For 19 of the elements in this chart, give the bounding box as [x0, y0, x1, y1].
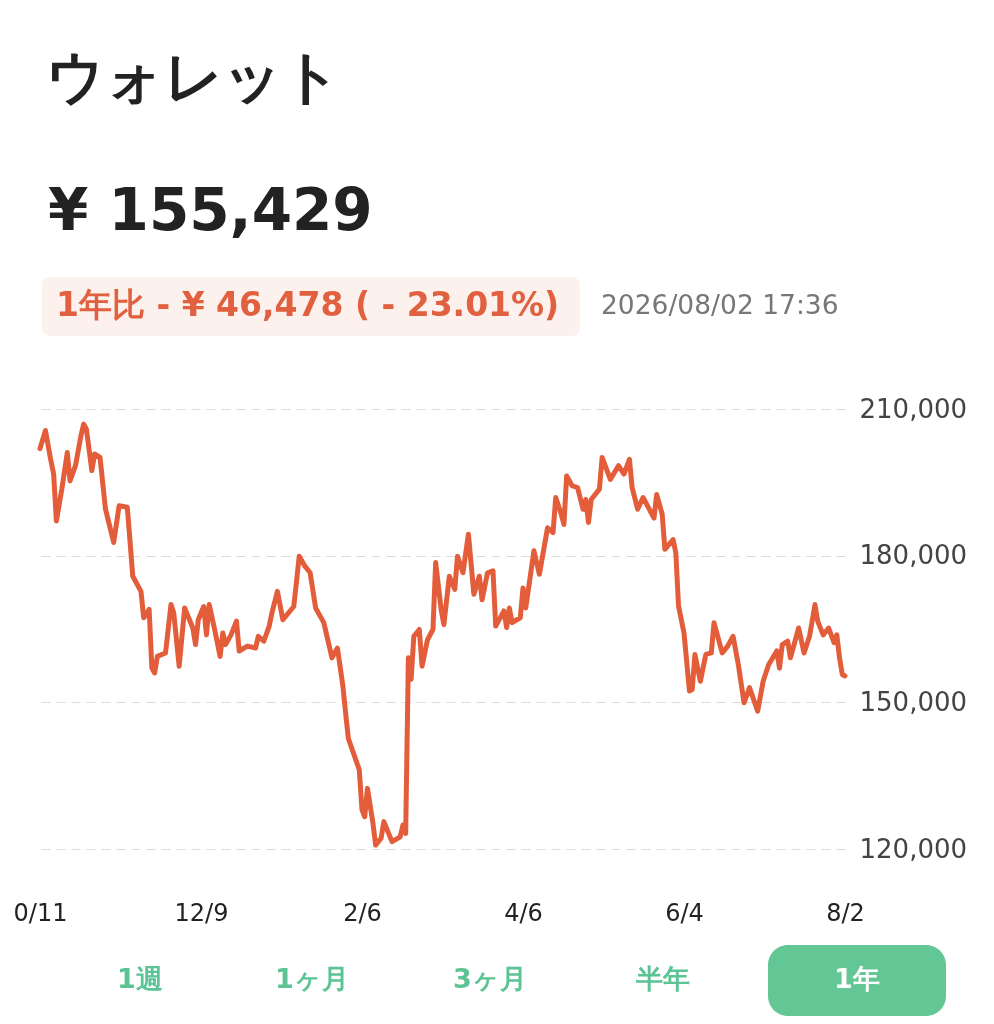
x-tick-label: 2/6 — [343, 898, 382, 927]
text: 3ヶ月 — [453, 963, 527, 994]
text: 半年 — [635, 963, 690, 994]
x-tick-label: 6/4 — [665, 898, 704, 927]
text: 1ヶ月 — [275, 963, 349, 994]
text: 1年比 - ¥ 46,478 ( - 23.01%) — [56, 285, 560, 324]
x-tick-label: 4/6 — [504, 898, 543, 927]
y-tick-label: 150,000 — [859, 686, 968, 717]
text: 2026/08/02 17:36 — [601, 289, 839, 320]
y-tick-label: 180,000 — [859, 540, 968, 571]
x-tick-label: 0/11 — [13, 898, 68, 927]
x-tick-label: 12/9 — [174, 898, 229, 927]
text: 1年 — [834, 963, 880, 994]
chart-subtitle: ¥ 155,429 — [48, 176, 373, 244]
chart-title: ウォレット — [46, 43, 341, 111]
text: 1週 — [117, 963, 163, 994]
y-tick-label: 210,000 — [859, 393, 968, 424]
x-tick-label: 8/2 — [826, 898, 865, 927]
y-tick-label: 120,000 — [859, 833, 968, 864]
